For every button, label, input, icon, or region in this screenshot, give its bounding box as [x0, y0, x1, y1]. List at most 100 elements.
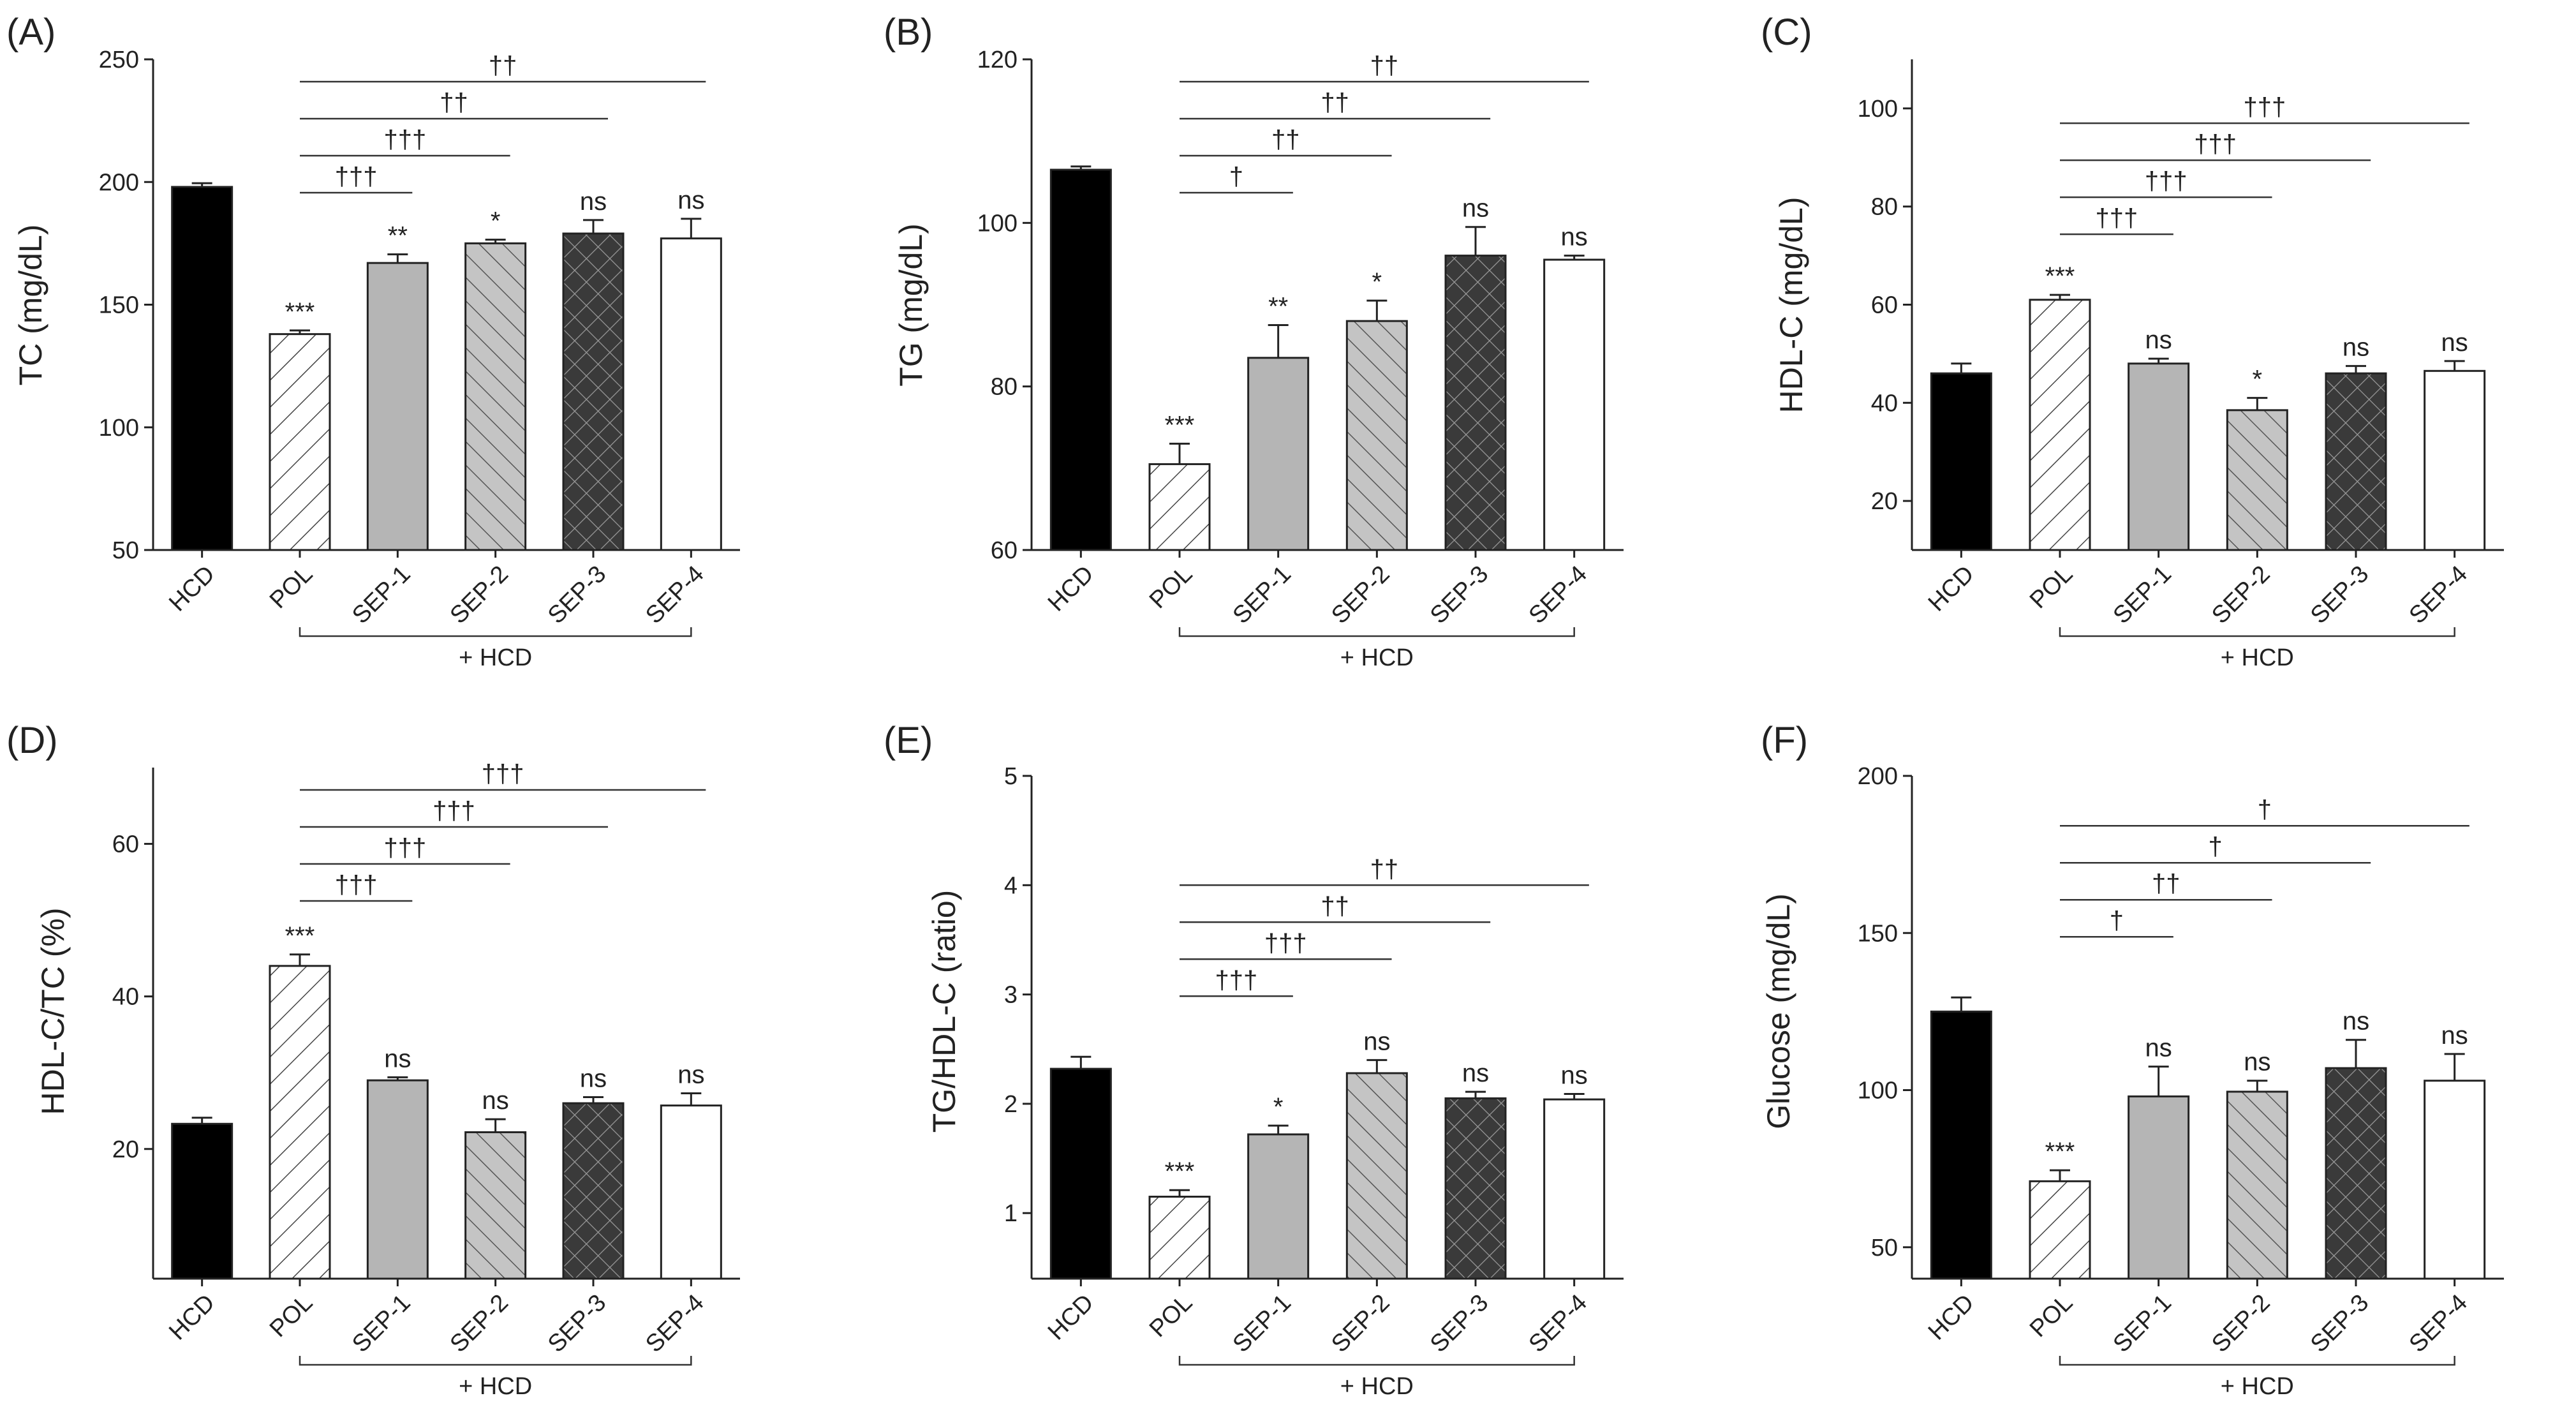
- y-tick-label: 200: [99, 169, 139, 196]
- group-label: + HCD: [459, 1373, 532, 1400]
- x-axis: HCD POL SEP-1 SEP-2 SEP-3 SEP-4: [153, 549, 740, 637]
- bar-pol: [2029, 299, 2091, 551]
- group-bracket: [1178, 627, 1575, 637]
- comparison-label: †††: [383, 834, 426, 862]
- x-tick-label: HCD: [1043, 1290, 1099, 1346]
- x-tick-label: SEP-2: [445, 561, 514, 629]
- comparison-label: †: [2258, 796, 2272, 824]
- bar-sep-3: [562, 1102, 625, 1280]
- bar-sep-2: [464, 242, 527, 551]
- panel-c: (C) HDL-C (mg/dL) 20 40 60 80 100 *** ns * ns ns…: [1761, 11, 2504, 671]
- group-label: + HCD: [1340, 1373, 1414, 1400]
- plot-area: ******ns ns††††††††††: [171, 52, 722, 551]
- x-axis: HCD POL SEP-1 SEP-2 SEP-3 SEP-4: [1032, 1277, 1624, 1366]
- bar-sep-1: [2128, 362, 2190, 551]
- group-bracket: [2059, 627, 2455, 637]
- significance-label: ***: [285, 298, 315, 326]
- x-tick-label: HCD: [1923, 1290, 1980, 1346]
- bar-sep-4: [660, 1104, 722, 1280]
- y-tick-label: 40: [112, 984, 139, 1011]
- significance-label: *: [1372, 268, 1382, 296]
- y-tick-label: 50: [112, 537, 139, 564]
- panel-label: (C): [1761, 11, 1812, 53]
- y-tick-label: 80: [1871, 194, 1898, 221]
- panel-label: (D): [6, 720, 58, 761]
- bar-sep-4: [2424, 369, 2486, 551]
- y-tick-label: 5: [1004, 763, 1018, 790]
- comparison-label: †††: [433, 797, 475, 825]
- panel-label: (B): [884, 11, 933, 53]
- significance-label: ***: [1165, 411, 1195, 439]
- y-tick-label: 1: [1004, 1200, 1018, 1227]
- x-tick-label: POL: [265, 1290, 318, 1342]
- x-tick-label: SEP-3: [1425, 561, 1493, 629]
- significance-label: ns: [580, 188, 607, 216]
- y-tick-label: 20: [112, 1136, 139, 1163]
- y-axis-label: Glucose (mg/dL): [1761, 893, 1796, 1129]
- group-bracket: [1178, 1356, 1575, 1366]
- significance-label: ***: [2045, 1138, 2075, 1166]
- plot-area: ***ns*ns ns††††††††††††: [1930, 93, 2486, 551]
- y-tick-label: 4: [1004, 872, 1018, 899]
- bar-hcd: [1049, 168, 1112, 551]
- bar-sep-4: [660, 237, 722, 551]
- comparison-label: †††: [1264, 929, 1307, 957]
- comparison-label: †††: [335, 871, 378, 899]
- x-tick-label: SEP-1: [2108, 561, 2177, 629]
- x-tick-label: HCD: [164, 1290, 220, 1346]
- bar-sep-1: [2128, 1095, 2190, 1280]
- x-tick-label: SEP-2: [445, 1290, 514, 1358]
- x-tick-label: SEP-4: [1524, 561, 1592, 629]
- group-bracket: [2059, 1356, 2455, 1366]
- bar-sep-1: [366, 262, 429, 551]
- significance-label: ns: [1561, 223, 1588, 251]
- bar-hcd: [1049, 1067, 1112, 1280]
- significance-label: ns: [2441, 1022, 2468, 1050]
- comparison-label: †: [2208, 833, 2222, 861]
- significance-label: ns: [2343, 1007, 2369, 1036]
- comparison-label: ††: [2152, 870, 2180, 898]
- y-axis: 1 2 3 4 5: [1004, 763, 1033, 1279]
- x-tick-label: POL: [265, 561, 318, 614]
- bar-pol: [269, 333, 331, 551]
- bar-sep-2: [1345, 320, 1408, 551]
- significance-label: **: [388, 222, 408, 250]
- significance-label: ns: [2441, 329, 2468, 357]
- significance-label: ns: [2145, 326, 2172, 354]
- x-tick-label: SEP-2: [2207, 561, 2275, 629]
- y-axis-label: TG/HDL-C (ratio): [926, 890, 962, 1133]
- x-tick-label: SEP-3: [2306, 1290, 2374, 1358]
- y-axis-label: TC (mg/dL): [13, 225, 48, 386]
- significance-label: ns: [1363, 1027, 1390, 1055]
- y-tick-label: 150: [99, 292, 139, 319]
- bar-sep-4: [2424, 1080, 2486, 1280]
- y-tick-label: 60: [991, 537, 1018, 564]
- significance-label: ns: [482, 1087, 509, 1115]
- x-tick-label: SEP-3: [2306, 561, 2374, 629]
- y-axis: 20 40 60 80 100: [1858, 59, 1913, 550]
- x-tick-label: SEP-3: [1425, 1290, 1493, 1358]
- significance-label: ns: [2145, 1034, 2172, 1062]
- group-label: + HCD: [459, 644, 532, 671]
- comparison-label: †††: [335, 163, 378, 191]
- group-label: + HCD: [2221, 644, 2294, 671]
- comparison-label: †††: [383, 126, 426, 154]
- y-tick-label: 80: [991, 374, 1018, 401]
- y-tick-label: 3: [1004, 982, 1018, 1009]
- y-axis-label: TG (mg/dL): [893, 223, 929, 387]
- y-tick-label: 60: [112, 831, 139, 858]
- bar-sep-1: [1247, 1133, 1310, 1280]
- significance-label: **: [1268, 293, 1288, 321]
- panel-label: (E): [884, 720, 933, 761]
- x-tick-label: SEP-3: [543, 1290, 611, 1358]
- bar-sep-2: [2226, 409, 2288, 551]
- comparison-label: ††: [1321, 89, 1349, 117]
- significance-label: ns: [677, 1060, 704, 1089]
- y-axis: 50 100 150 200: [1858, 763, 1913, 1279]
- bar-sep-1: [366, 1079, 429, 1280]
- y-tick-label: 60: [1871, 292, 1898, 319]
